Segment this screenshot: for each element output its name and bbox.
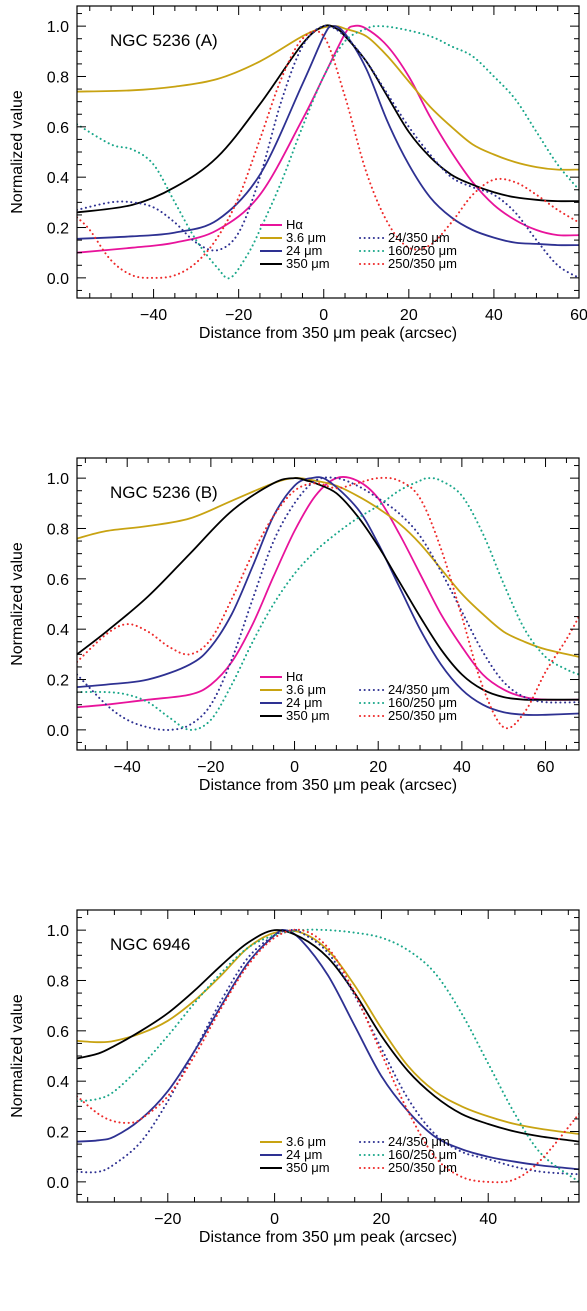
x-tick-label: 20 — [400, 307, 418, 324]
series-line-3 — [77, 25, 579, 247]
legend-label: 350 μm — [286, 1160, 330, 1175]
y-tick-label: 0.0 — [47, 271, 69, 288]
series-line-4 — [77, 928, 579, 1176]
series-line-6 — [77, 477, 579, 731]
chart-panel-2: −40 −20 0 20 40 60 0.0 0.2 0.4 0.6 0.8 1.0 Distance … — [9, 457, 580, 794]
y-tick-label: 0.8 — [47, 69, 69, 86]
series-line-6 — [77, 928, 579, 1184]
series-line-4 — [77, 24, 579, 214]
legend-label: 160/250 μm — [388, 1147, 457, 1162]
y-tick-label: 1.0 — [47, 923, 69, 940]
legend-label: Hα — [286, 217, 303, 232]
series-line-1 — [77, 476, 579, 709]
y-tick-label: 0.6 — [47, 120, 69, 137]
legend-label: 3.6 μm — [286, 1134, 326, 1149]
legend-label: 24/350 μm — [388, 1134, 450, 1149]
series-line-1 — [77, 929, 579, 1135]
y-tick-label: 1.0 — [47, 19, 69, 36]
y-tick-label: 0.0 — [47, 1175, 69, 1192]
series-line-5 — [77, 928, 579, 1183]
series-line-3 — [77, 476, 579, 716]
x-tick-label: −40 — [140, 307, 167, 324]
series-line-5 — [77, 24, 579, 279]
y-tick-label: 0.6 — [47, 572, 69, 589]
x-tick-label: −20 — [154, 1211, 181, 1228]
x-tick-label: 20 — [373, 1211, 391, 1228]
x-tick-label: 60 — [570, 307, 587, 324]
panel-title: NGC 5236 (B) — [110, 483, 218, 502]
x-tick-label: 0 — [290, 759, 299, 776]
series-line-2 — [77, 928, 579, 1171]
series-line-6 — [77, 25, 579, 280]
x-tick-label: 40 — [479, 1211, 497, 1228]
legend-label: 24/350 μm — [388, 682, 450, 697]
y-tick-label: 0.2 — [47, 1125, 69, 1142]
series-line-5 — [77, 476, 579, 731]
series-line-2 — [77, 477, 579, 658]
y-tick-label: 0.2 — [47, 221, 69, 238]
series-line-1 — [77, 24, 579, 254]
legend-label: 24 μm — [286, 243, 322, 258]
y-tick-label: 0.4 — [47, 170, 69, 187]
y-tick-label: 0.0 — [47, 723, 69, 740]
legend-label: 350 μm — [286, 256, 330, 271]
x-tick-label: 40 — [485, 307, 503, 324]
y-tick-label: 0.6 — [47, 1024, 69, 1041]
y-axis-label: Normalized value — [9, 542, 26, 666]
x-axis-label: Distance from 350 μm peak (arcsec) — [199, 777, 457, 794]
legend-label: 350 μm — [286, 708, 330, 723]
chart-panel-3: −20 0 20 40 0.0 0.2 0.4 0.6 0.8 1.0 Distance from … — [9, 909, 580, 1246]
series-line-2 — [77, 25, 579, 171]
y-tick-label: 0.8 — [47, 973, 69, 990]
y-tick-label: 0.8 — [47, 521, 69, 538]
legend-label: 250/350 μm — [388, 1160, 457, 1175]
legend-label: 24 μm — [286, 1147, 322, 1162]
x-tick-label: 20 — [369, 759, 387, 776]
y-tick-label: 1.0 — [47, 471, 69, 488]
series-line-3 — [77, 929, 579, 1143]
legend-label: 3.6 μm — [286, 682, 326, 697]
legend-label: 3.6 μm — [286, 230, 326, 245]
x-tick-label: 0 — [270, 1211, 279, 1228]
panel-title: NGC 5236 (A) — [110, 31, 218, 50]
legend-label: 160/250 μm — [388, 695, 457, 710]
series-line-7 — [77, 476, 579, 730]
legend-label: 250/350 μm — [388, 256, 457, 271]
legend-label: 250/350 μm — [388, 708, 457, 723]
y-tick-label: 0.4 — [47, 1074, 69, 1091]
x-tick-label: −40 — [114, 759, 141, 776]
x-axis-label: Distance from 350 μm peak (arcsec) — [199, 1229, 457, 1246]
legend-label: Hα — [286, 669, 303, 684]
x-tick-label: 0 — [319, 307, 328, 324]
legend-label: 24/350 μm — [388, 230, 450, 245]
panel-title: NGC 6946 — [110, 935, 190, 954]
x-tick-label: −20 — [225, 307, 252, 324]
legend-label: 24 μm — [286, 695, 322, 710]
y-tick-label: 0.4 — [47, 622, 69, 639]
series-line-4 — [77, 477, 579, 701]
y-axis-label: Normalized value — [9, 994, 26, 1118]
chart-panel-1: −40 −20 0 20 40 60 0.0 0.2 0.4 0.6 0.8 1.0 Distance … — [9, 5, 587, 342]
y-tick-label: 0.2 — [47, 673, 69, 690]
x-tick-label: −20 — [197, 759, 224, 776]
x-tick-label: 40 — [453, 759, 471, 776]
x-tick-label: 60 — [537, 759, 555, 776]
legend-label: 160/250 μm — [388, 243, 457, 258]
y-axis-label: Normalized value — [9, 90, 26, 214]
x-axis-label: Distance from 350 μm peak (arcsec) — [199, 325, 457, 342]
